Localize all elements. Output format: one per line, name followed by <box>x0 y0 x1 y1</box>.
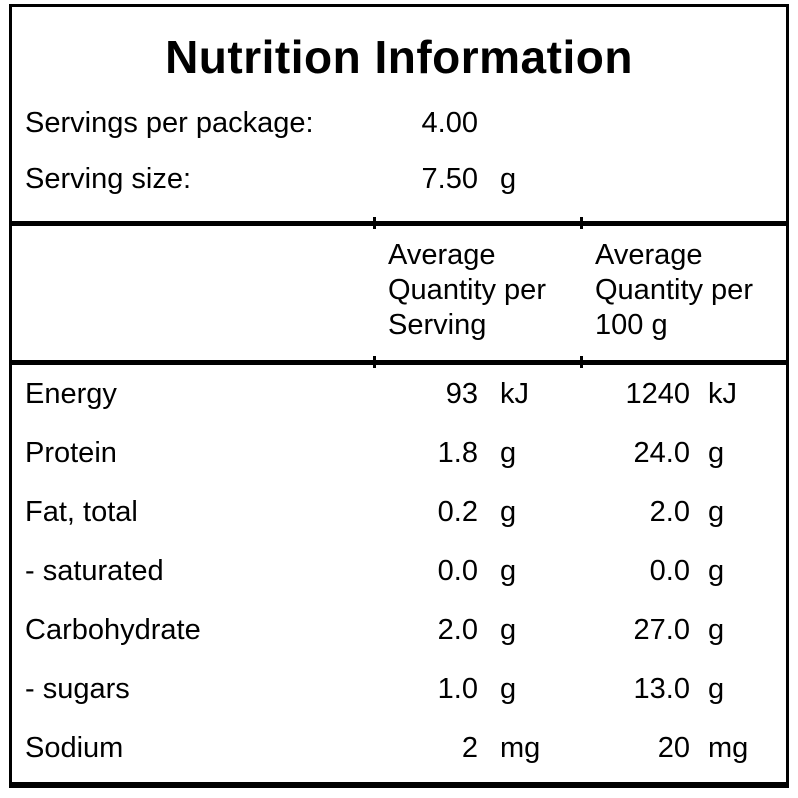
nutrient-per100-value: 24.0 <box>633 437 690 469</box>
nutrient-per100-unit: g <box>708 496 725 528</box>
nutrient-name: - saturated <box>25 555 164 587</box>
serving-size-row: Serving size: 7.50 g <box>12 151 786 207</box>
nutrient-row-carbohydrate: Carbohydrate 2.0 g 27.0 g <box>12 601 786 660</box>
nutrient-serving-value: 1.8 <box>437 437 478 469</box>
divider-rule-top <box>12 217 786 229</box>
serving-size-label: Serving size: <box>25 162 192 195</box>
nutrient-name: Fat, total <box>25 496 138 528</box>
nutrient-name: Energy <box>25 378 117 410</box>
divider-rule-bottom <box>12 356 786 368</box>
column-tick <box>580 356 583 368</box>
nutrient-row-protein: Protein 1.8 g 24.0 g <box>12 424 786 483</box>
nutrient-row-sodium: Sodium 2 mg 20 mg <box>12 719 786 778</box>
nutrient-per100-unit: g <box>708 555 725 587</box>
nutrient-serving-value: 2 <box>461 732 478 764</box>
nutrient-serving-value: 93 <box>445 378 478 410</box>
table-header-row: Average Quantity per Serving Average Qua… <box>12 226 786 360</box>
nutrient-per100-unit: mg <box>708 732 749 764</box>
serving-size-unit: g <box>500 162 517 195</box>
nutrient-serving-unit: g <box>500 614 517 646</box>
servings-per-package-row: Servings per package: 4.00 <box>12 95 786 151</box>
nutrient-serving-unit: g <box>500 496 517 528</box>
nutrient-row-saturated: - saturated 0.0 g 0.0 g <box>12 542 786 601</box>
nutrient-per100-value: 13.0 <box>633 673 690 705</box>
nutrient-name: Protein <box>25 437 117 469</box>
nutrient-serving-value: 2.0 <box>437 614 478 646</box>
nutrient-serving-unit: mg <box>500 732 541 764</box>
header-per-serving: Average Quantity per Serving <box>388 239 546 341</box>
panel-title: Nutrition Information <box>165 31 633 83</box>
nutrient-row-energy: Energy 93 kJ 1240 kJ <box>12 365 786 424</box>
header-empty-cell <box>12 238 375 360</box>
column-tick <box>373 217 376 229</box>
nutrient-serving-value: 1.0 <box>437 673 478 705</box>
nutrient-per100-value: 27.0 <box>633 614 690 646</box>
nutrient-serving-value: 0.2 <box>437 496 478 528</box>
nutrient-row-fat-total: Fat, total 0.2 g 2.0 g <box>12 483 786 542</box>
nutrient-serving-value: 0.0 <box>437 555 478 587</box>
nutrient-table: Energy 93 kJ 1240 kJ Protein 1.8 g 24.0 … <box>12 365 786 778</box>
nutrient-serving-unit: g <box>500 555 517 587</box>
nutrient-name: Carbohydrate <box>25 614 201 646</box>
nutrient-serving-unit: kJ <box>500 378 529 410</box>
serving-info-section: Servings per package: 4.00 Serving size:… <box>12 95 786 207</box>
nutrient-row-sugars: - sugars 1.0 g 13.0 g <box>12 660 786 719</box>
nutrition-panel: Nutrition Information Servings per packa… <box>9 4 789 788</box>
servings-per-package-label: Servings per package: <box>25 106 314 139</box>
nutrient-per100-unit: g <box>708 614 725 646</box>
nutrient-per100-unit: g <box>708 437 725 469</box>
nutrient-serving-unit: g <box>500 437 517 469</box>
column-tick <box>373 356 376 368</box>
nutrient-per100-value: 0.0 <box>649 555 690 587</box>
nutrient-per100-value: 20 <box>657 732 690 764</box>
serving-size-value: 7.50 <box>421 162 478 195</box>
nutrient-per100-value: 2.0 <box>649 496 690 528</box>
header-per-100g: Average Quantity per 100 g <box>595 239 753 341</box>
nutrient-per100-unit: kJ <box>708 378 737 410</box>
nutrient-serving-unit: g <box>500 673 517 705</box>
nutrient-per100-value: 1240 <box>625 378 690 410</box>
nutrient-name: - sugars <box>25 673 130 705</box>
servings-per-package-value: 4.00 <box>421 106 478 139</box>
nutrient-per100-unit: g <box>708 673 725 705</box>
nutrient-name: Sodium <box>25 732 124 764</box>
column-tick <box>580 217 583 229</box>
